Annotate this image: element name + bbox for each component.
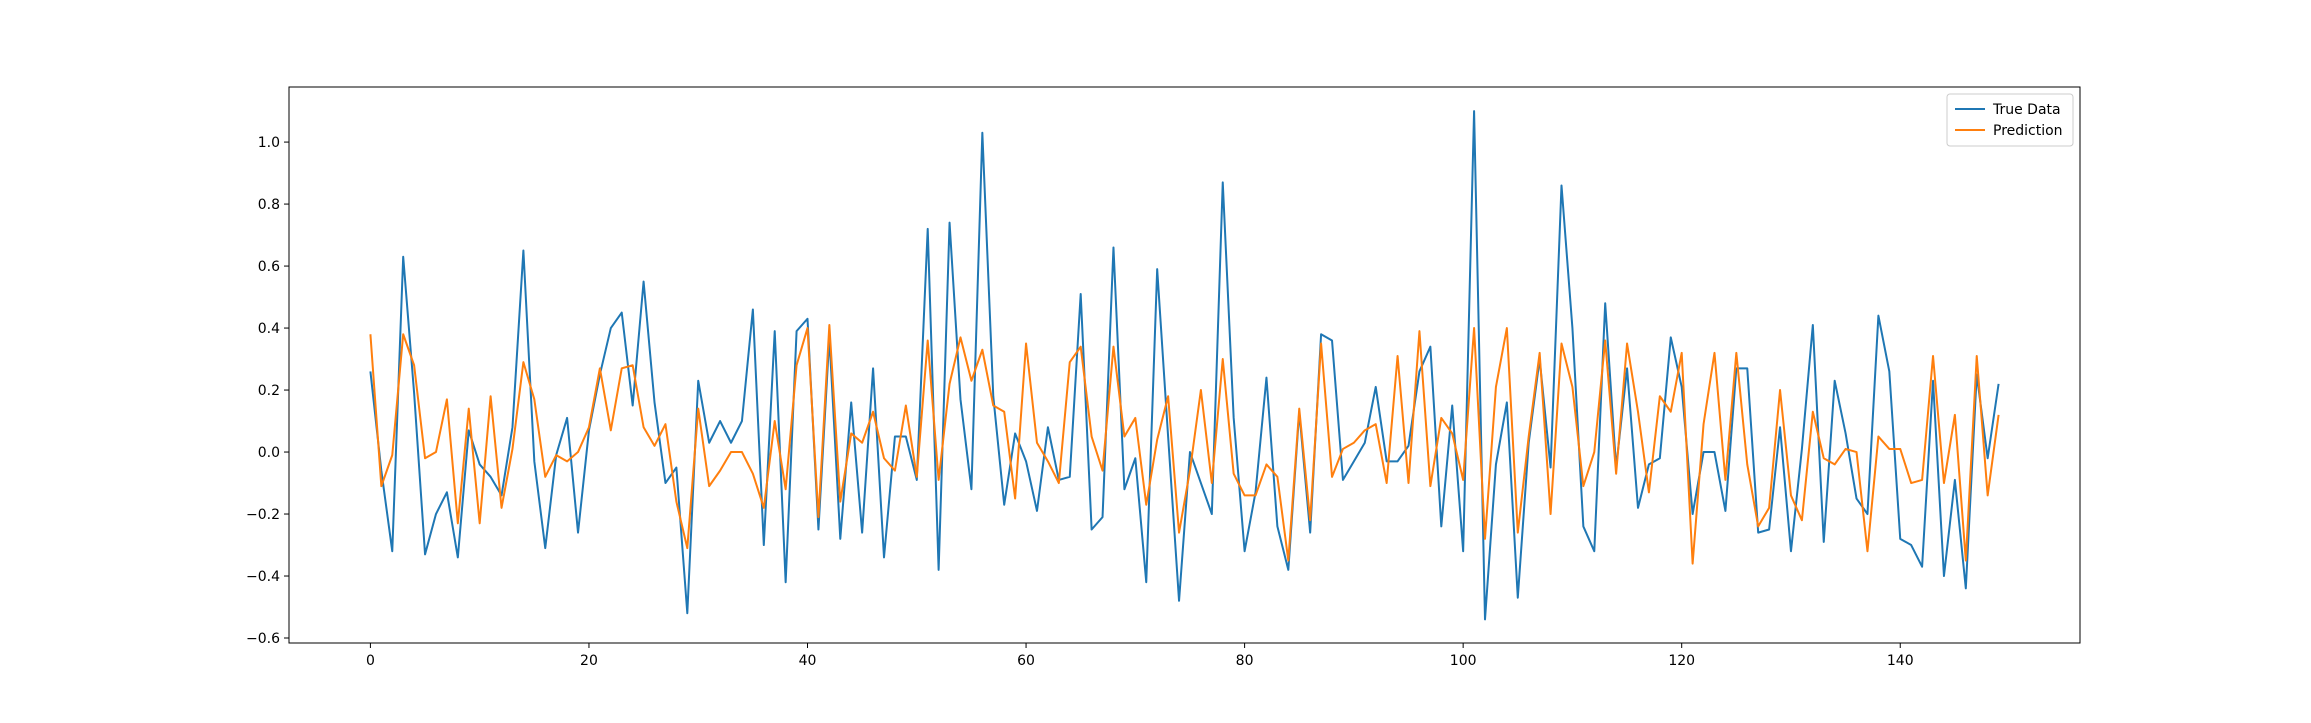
y-tick-label: 0.0 [258, 445, 280, 461]
x-tick-label: 20 [580, 653, 598, 669]
axes-frame [288, 86, 2081, 644]
legend-label-true-data: True Data [1992, 102, 2061, 118]
x-tick-label: 120 [1668, 653, 1695, 669]
x-tick-label: 80 [1236, 653, 1254, 669]
x-tick-label: 40 [799, 653, 817, 669]
series-line-true-data [369, 110, 2000, 621]
x-tick-label: 100 [1450, 653, 1477, 669]
y-axis: −0.6 −0.4 −0.2 0.0 0.2 0.4 0.6 0.8 1.0 [246, 135, 289, 647]
y-tick-label: 0.4 [258, 321, 280, 337]
series-line-prediction [369, 323, 2000, 565]
y-tick-label: 0.6 [258, 259, 280, 275]
legend-box [1946, 93, 2074, 147]
legend: True Data Prediction [1946, 93, 2074, 147]
x-tick-label: 140 [1887, 653, 1914, 669]
y-tick-label: −0.2 [246, 507, 280, 523]
y-tick-label: −0.6 [246, 631, 280, 647]
x-tick-label: 60 [1017, 653, 1035, 669]
y-tick-label: 0.8 [258, 197, 280, 213]
x-axis: 0 20 40 60 80 100 120 140 [366, 643, 1914, 669]
plot-area [288, 86, 2081, 644]
y-tick-label: 1.0 [258, 135, 280, 151]
series-layer [369, 110, 2000, 621]
y-tick-label: 0.2 [258, 383, 280, 399]
y-tick-label: −0.4 [246, 569, 280, 585]
x-tick-label: 0 [366, 653, 375, 669]
legend-label-prediction: Prediction [1993, 123, 2063, 139]
